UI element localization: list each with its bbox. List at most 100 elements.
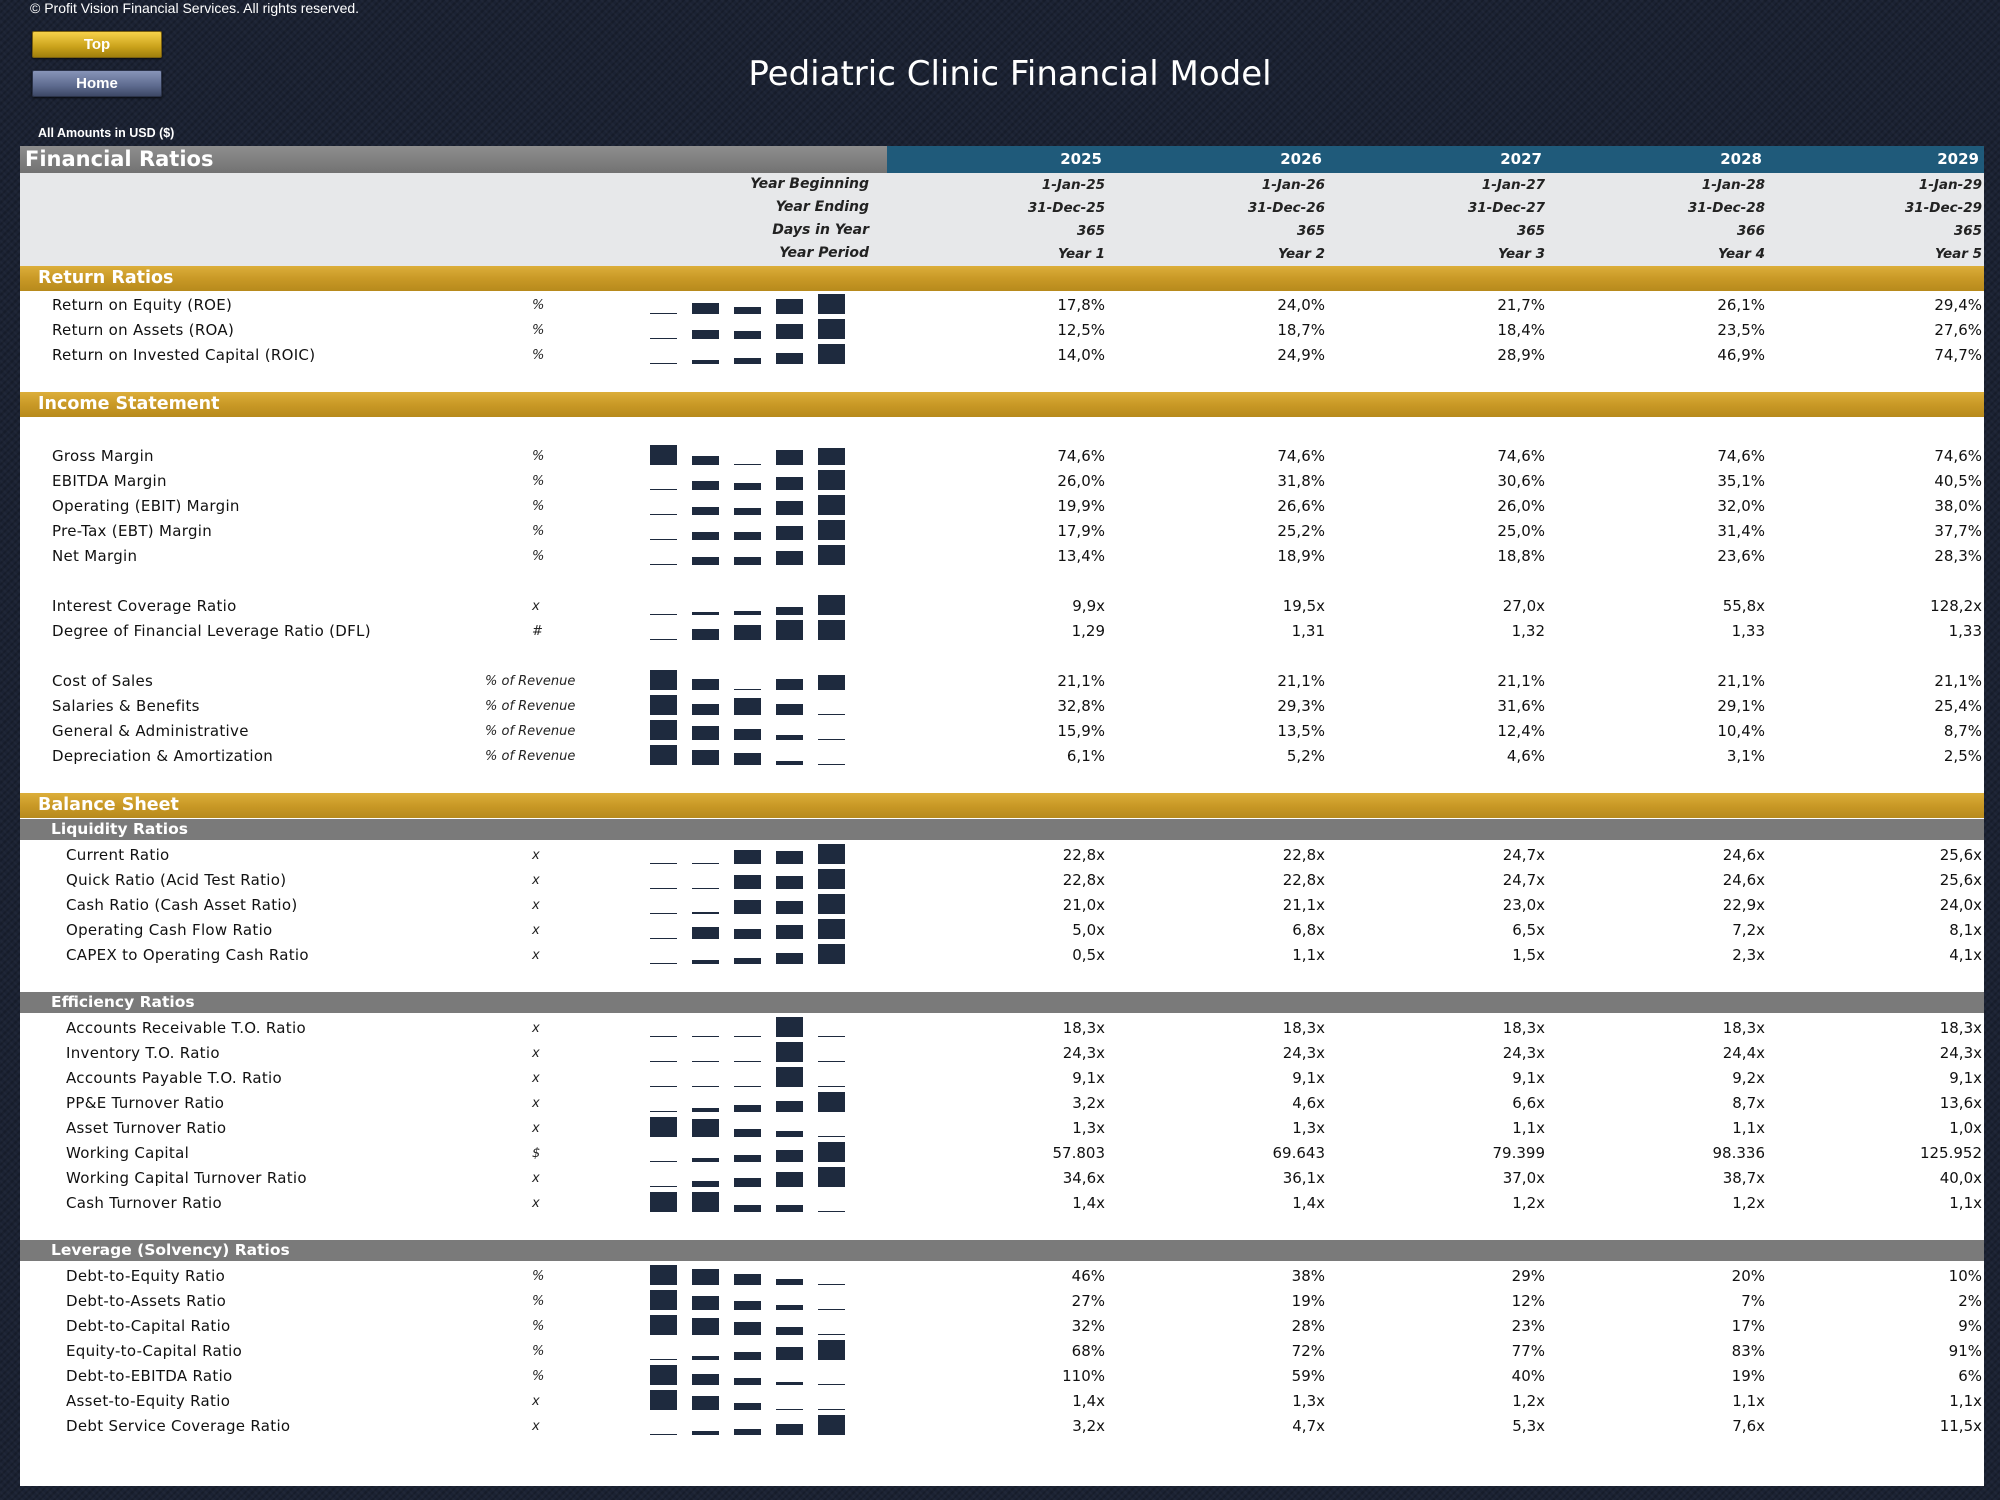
sparkline-bar <box>692 1086 719 1087</box>
sparkline-bar <box>818 495 845 515</box>
sparkline-bar <box>692 912 719 914</box>
period-value: Year 1 <box>1057 246 1105 262</box>
ratio-unit: % <box>532 1319 545 1334</box>
ratio-unit: % <box>532 549 545 564</box>
period-value: 1-Jan-28 <box>1701 177 1765 193</box>
ratio-value: 28,3% <box>1934 547 1982 565</box>
ratio-value: 17,9% <box>1057 522 1105 540</box>
sparkline-bar <box>776 1382 803 1385</box>
sparkline-bar <box>650 913 677 914</box>
sparkline-bar <box>818 1340 845 1360</box>
ratio-value: 21,1% <box>1717 672 1765 690</box>
home-button[interactable]: Home <box>32 70 162 97</box>
period-value: 1-Jan-26 <box>1261 177 1325 193</box>
ratio-value: 24,4x <box>1722 1044 1765 1062</box>
sparkline <box>650 917 870 939</box>
sparkline <box>650 443 870 465</box>
ratio-value: 1,3x <box>1072 1119 1105 1137</box>
ratio-unit: % <box>532 1269 545 1284</box>
sparkline <box>650 468 870 490</box>
ratio-value: 18,3x <box>1062 1019 1105 1037</box>
ratio-value: 21,1% <box>1497 672 1545 690</box>
ratio-value: 30,6% <box>1497 472 1545 490</box>
sparkline-bar <box>692 557 719 565</box>
sparkline-bar <box>734 611 761 615</box>
ratio-value: 7,2x <box>1732 921 1765 939</box>
ratio-row: Cost of Sales % of Revenue 21,1% 21,1% 21,1%… <box>20 668 1984 693</box>
sparkline-bar <box>776 761 803 765</box>
ratio-label: EBITDA Margin <box>52 472 167 490</box>
subsection-header-leverage-solvency-ratios: Leverage (Solvency) Ratios <box>20 1240 1984 1261</box>
ratio-value: 24,9% <box>1277 346 1325 364</box>
ratio-value: 22,8x <box>1062 846 1105 864</box>
ratio-value: 26,6% <box>1277 497 1325 515</box>
ratio-value: 1,31 <box>1291 622 1325 640</box>
ratio-value: 24,0x <box>1939 896 1982 914</box>
ratio-value: 1,5x <box>1512 946 1545 964</box>
sparkline <box>650 1015 870 1037</box>
sparkline-bar <box>650 1192 677 1212</box>
sparkline-bar <box>650 1061 677 1062</box>
ratio-value: 40,5% <box>1934 472 1982 490</box>
ratio-row: Depreciation & Amortization % of Revenue 6… <box>20 743 1984 768</box>
ratio-unit: % of Revenue <box>485 699 576 714</box>
sparkline-bar <box>776 953 803 964</box>
sparkline <box>650 493 870 515</box>
ratio-value: 35,1% <box>1717 472 1765 490</box>
ratio-value: 14,0% <box>1057 346 1105 364</box>
ratio-value: 1,2x <box>1512 1194 1545 1212</box>
ratio-value: 9,1x <box>1072 1069 1105 1087</box>
ratio-value: 1,4x <box>1072 1194 1105 1212</box>
sparkline-bar <box>650 1390 677 1410</box>
sparkline-bar <box>734 1301 761 1310</box>
ratio-value: 1,33 <box>1948 622 1982 640</box>
sparkline-bar <box>818 319 845 339</box>
sparkline-bar <box>734 464 761 465</box>
sparkline-bar <box>776 1150 803 1162</box>
sparkline-bar <box>818 675 845 690</box>
ratio-value: 29,1% <box>1717 697 1765 715</box>
top-button[interactable]: Top <box>32 31 162 58</box>
ratio-value: 7% <box>1741 1292 1765 1310</box>
ratio-value: 31,6% <box>1497 697 1545 715</box>
sparkline-bar <box>734 1086 761 1087</box>
sparkline-bar <box>692 1269 719 1285</box>
ratio-unit: % <box>532 298 545 313</box>
ratio-value: 23% <box>1511 1317 1545 1335</box>
ratio-label: PP&E Turnover Ratio <box>66 1094 225 1112</box>
ratio-value: 24,6x <box>1722 846 1765 864</box>
sparkline-bar <box>734 900 761 914</box>
period-value: 365 <box>1296 223 1325 239</box>
ratio-label: Operating Cash Flow Ratio <box>66 921 273 939</box>
section-header-income-statement: Income Statement <box>20 392 1984 417</box>
sparkline-bar <box>650 670 677 690</box>
ratio-value: 21,7% <box>1497 296 1545 314</box>
ratio-value: 2,5% <box>1943 747 1982 765</box>
period-value: 31-Dec-25 <box>1027 200 1105 216</box>
ratio-label: Net Margin <box>52 547 138 565</box>
sparkline-bar <box>734 483 761 490</box>
ratio-value: 21,1% <box>1057 672 1105 690</box>
ratio-unit: % <box>532 323 545 338</box>
ratio-value: 12,5% <box>1057 321 1105 339</box>
sparkline-bar <box>734 1378 761 1385</box>
ratio-row: Inventory T.O. Ratio x 24,3x 24,3x 24,3x 24,4… <box>20 1040 1984 1065</box>
ratio-row: Asset Turnover Ratio x 1,3x 1,3x 1,1x 1,1x 1,0… <box>20 1115 1984 1140</box>
ratio-label: Operating (EBIT) Margin <box>52 497 240 515</box>
sparkline <box>650 593 870 615</box>
sparkline-bar <box>734 1061 761 1062</box>
ratio-label: Debt Service Coverage Ratio <box>66 1417 291 1435</box>
ratio-value: 21,1% <box>1277 672 1325 690</box>
section-title: Return Ratios <box>38 268 174 288</box>
sparkline <box>650 1165 870 1187</box>
ratio-unit: x <box>532 1419 540 1434</box>
ratio-value: 7,6x <box>1732 1417 1765 1435</box>
ratio-value: 8,7x <box>1732 1094 1765 1112</box>
ratio-row: Degree of Financial Leverage Ratio (DFL)… <box>20 618 1984 643</box>
ratio-row: Working Capital Turnover Ratio x 34,6x 36,1… <box>20 1165 1984 1190</box>
ratio-unit: % <box>532 1369 545 1384</box>
sparkline <box>650 1065 870 1087</box>
ratio-unit: x <box>532 873 540 888</box>
ratio-unit: x <box>532 599 540 614</box>
ratio-value: 2% <box>1958 1292 1982 1310</box>
